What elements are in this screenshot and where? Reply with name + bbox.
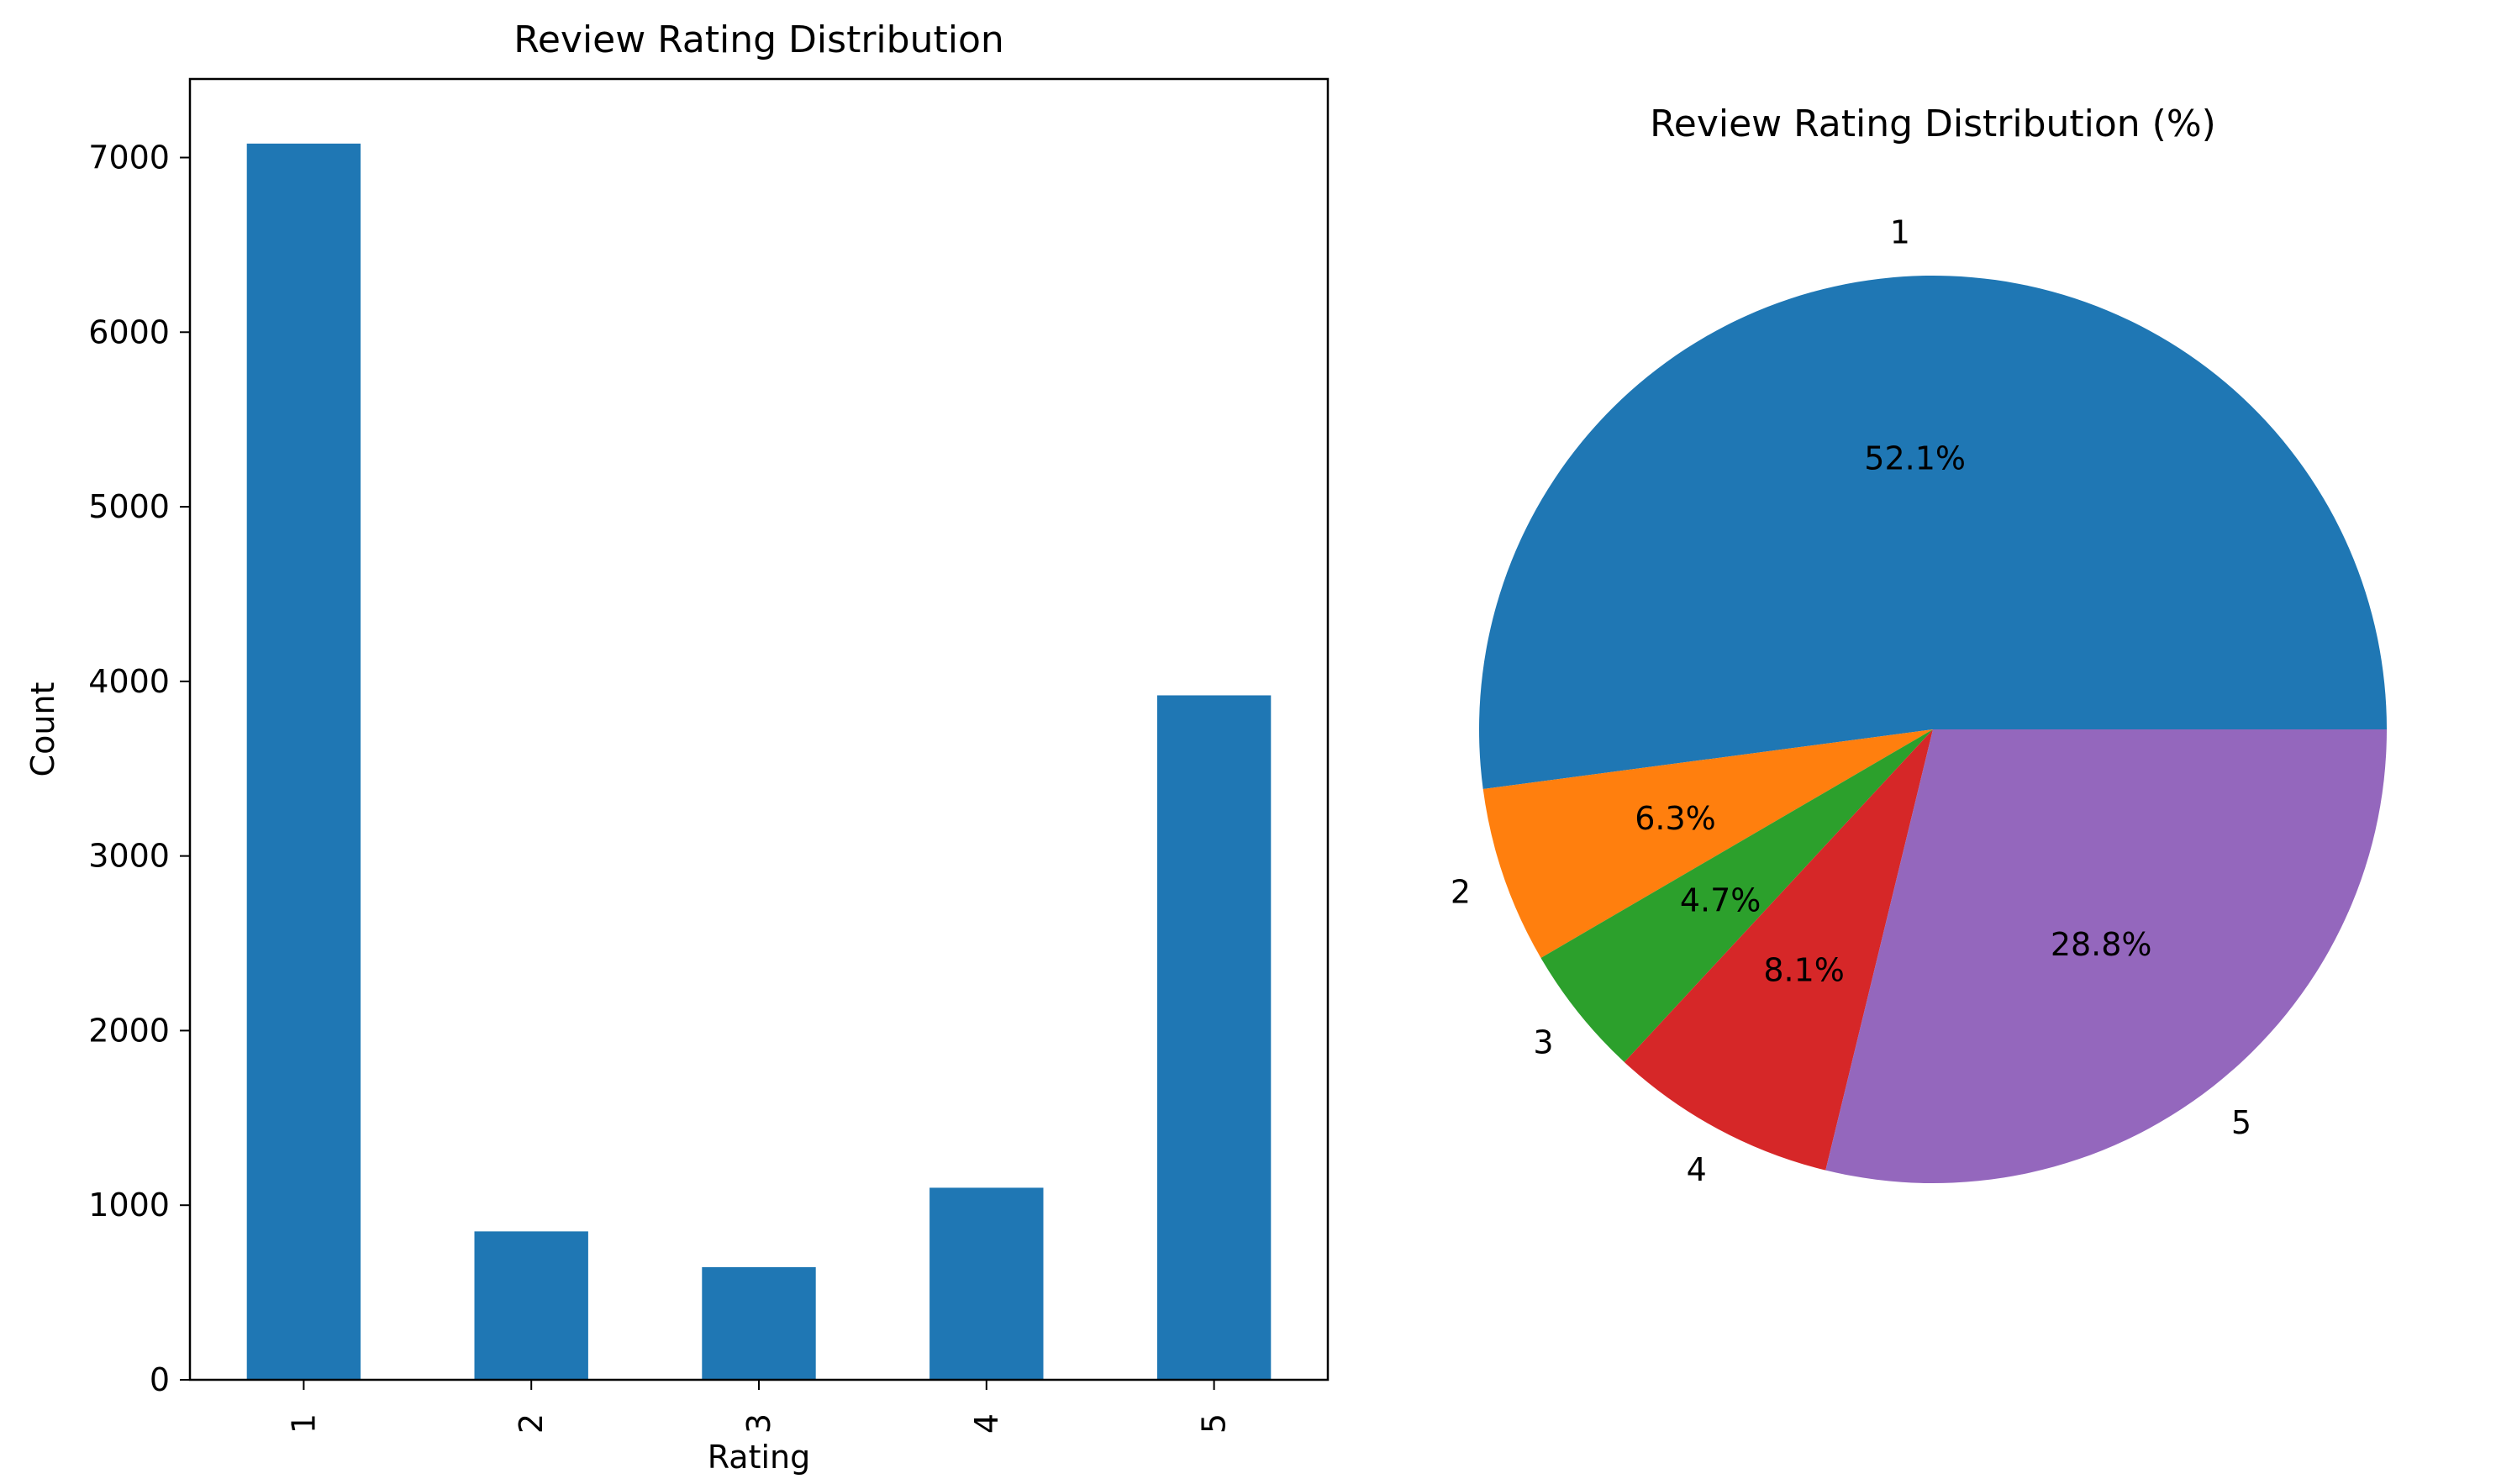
bar-3 xyxy=(702,1266,816,1380)
x-tick-label: 4 xyxy=(968,1413,1005,1434)
y-tick-label: 4000 xyxy=(88,663,170,700)
pie-chart: Review Rating Distribution (%) 52.1% 1 6.3… xyxy=(1451,103,2387,1188)
pie-category-label: 4 xyxy=(1687,1151,1707,1188)
x-axis: 1 2 3 4 5 xyxy=(285,1380,1233,1434)
x-tick-label: 5 xyxy=(1196,1413,1233,1434)
bar-5 xyxy=(1156,695,1272,1380)
pie-wedge-1 xyxy=(1479,276,2387,790)
pie-labels: 52.1% 1 6.3% 2 4.7% 3 8.1% 4 28.8% 5 xyxy=(1451,213,2251,1188)
pie-pct-label: 6.3% xyxy=(1635,800,1716,837)
y-tick-label: 5000 xyxy=(88,488,170,525)
bar-series xyxy=(246,143,1272,1381)
pie-pct-label: 4.7% xyxy=(1680,882,1761,919)
y-tick-label: 0 xyxy=(150,1361,170,1398)
pie-wedges xyxy=(1479,276,2387,1183)
pie-wedge-2 xyxy=(1482,729,1933,958)
bar-2 xyxy=(474,1231,588,1380)
pie-pct-label: 52.1% xyxy=(1864,440,1966,477)
x-tick-label: 3 xyxy=(740,1413,777,1434)
bar-4 xyxy=(929,1187,1044,1380)
pie-category-label: 2 xyxy=(1451,873,1471,910)
x-tick-label: 2 xyxy=(513,1413,550,1434)
bar-chart-title: Review Rating Distribution xyxy=(513,18,1004,61)
y-tick-label: 1000 xyxy=(88,1187,170,1224)
pie-chart-title: Review Rating Distribution (%) xyxy=(1650,103,2216,145)
x-tick-label: 1 xyxy=(285,1413,322,1434)
pie-category-label: 3 xyxy=(1533,1024,1553,1060)
y-tick-label: 6000 xyxy=(88,313,170,350)
pie-pct-label: 28.8% xyxy=(2051,926,2152,963)
pie-wedge-5 xyxy=(1825,729,2387,1183)
bar-chart: Review Rating Distribution 0 1000 2000 3000… xyxy=(24,18,1330,1476)
y-tick-label: 7000 xyxy=(88,139,170,176)
pie-pct-label: 8.1% xyxy=(1763,951,1845,988)
y-tick-label: 2000 xyxy=(88,1012,170,1049)
y-tick-label: 3000 xyxy=(88,838,170,875)
pie-wedge-4 xyxy=(1624,729,1933,1171)
pie-category-label: 5 xyxy=(2231,1104,2251,1141)
pie-category-label: 1 xyxy=(1890,213,1910,250)
y-axis: 0 1000 2000 3000 4000 5000 6000 7000 xyxy=(88,139,190,1398)
pie-wedge-3 xyxy=(1540,729,1933,1062)
x-axis-label: Rating xyxy=(708,1439,811,1476)
bar-1 xyxy=(246,143,361,1381)
y-axis-label: Count xyxy=(24,682,61,777)
